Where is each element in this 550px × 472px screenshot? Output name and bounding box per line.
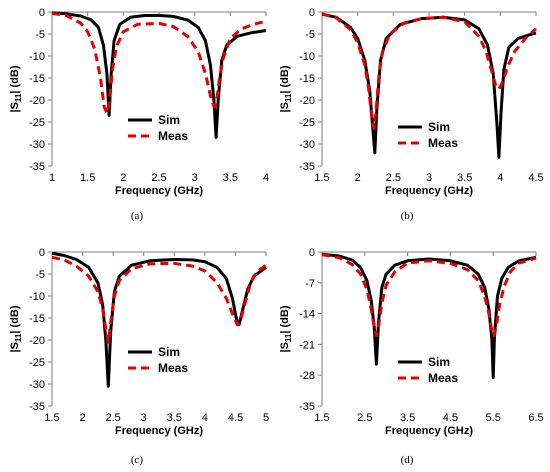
x-tick-label: 2.5	[105, 412, 120, 424]
x-axis-title: Frequency (GHz)	[115, 185, 203, 197]
y-tick-label: 0	[39, 247, 45, 259]
y-tick-label: -5	[35, 269, 45, 281]
y-tick-label: -5	[35, 29, 45, 41]
y-tick-label: -7	[305, 278, 315, 290]
y-tick-label: -15	[29, 313, 45, 325]
legend-label-sim: Sim	[428, 120, 450, 134]
x-tick-label: 3.5	[167, 412, 182, 424]
y-tick-label: -35	[299, 401, 315, 413]
y-tick-label: -10	[29, 51, 45, 63]
x-tick-label: 3	[192, 172, 198, 184]
y-tick-label: -28	[299, 370, 315, 382]
chart-panel-d: 0 -7 -14 -21 -28 -351.5 2.5 3.5 4.5 5.5 6.5 Frequen…	[279, 247, 544, 466]
x-tick-label: 3	[141, 412, 147, 424]
y-axis-title: |S11| (dB)	[279, 65, 293, 112]
legend-label-sim: Sim	[428, 355, 450, 369]
y-tick-label: -25	[29, 357, 45, 369]
x-axis-title: Frequency (GHz)	[385, 185, 473, 197]
y-tick-label: -30	[29, 139, 45, 151]
x-tick-label: 2	[80, 412, 86, 424]
y-tick-label: -5	[305, 29, 315, 41]
x-axis-title: Frequency (GHz)	[385, 425, 473, 437]
panel-caption: (a)	[131, 210, 144, 222]
y-tick-label: -15	[299, 73, 315, 85]
panel-caption: (c)	[131, 454, 144, 466]
y-tick-label: -15	[29, 73, 45, 85]
series-line-meas	[321, 253, 537, 338]
x-tick-label: 4.5	[528, 172, 543, 184]
y-tick-label: -35	[29, 161, 45, 173]
x-axis-title: Frequency (GHz)	[115, 425, 203, 437]
y-tick-label: 0	[309, 247, 315, 259]
series-line-meas	[321, 12, 538, 131]
series-line-meas	[51, 11, 267, 115]
legend-label-meas: Meas	[158, 129, 188, 143]
x-tick-label: 5	[263, 412, 269, 424]
y-axis-title: |S11| (dB)	[9, 65, 23, 112]
x-tick-label: 5.5	[486, 412, 501, 424]
y-tick-label: -20	[299, 95, 315, 107]
x-tick-label: 2	[355, 172, 361, 184]
y-tick-label: -10	[29, 291, 45, 303]
x-tick-label: 4	[202, 412, 208, 424]
x-tick-label: 4	[263, 172, 269, 184]
x-tick-label: 2.5	[151, 172, 166, 184]
x-tick-label: 4.5	[228, 412, 243, 424]
x-tick-label: 1.5	[314, 412, 329, 424]
series-line-meas	[51, 255, 267, 344]
x-tick-label: 3.5	[223, 172, 238, 184]
x-tick-label: 2.5	[357, 412, 372, 424]
x-tick-label: 2.5	[386, 172, 401, 184]
y-tick-label: -30	[299, 139, 315, 151]
panel-caption: (b)	[401, 210, 414, 222]
x-tick-label: 4.5	[443, 412, 458, 424]
x-tick-label: 6.5	[528, 412, 543, 424]
y-tick-label: -25	[29, 117, 45, 129]
x-tick-label: 1.5	[80, 172, 95, 184]
x-tick-label: 1	[49, 172, 55, 184]
y-tick-label: -14	[299, 309, 315, 321]
y-tick-label: -35	[29, 401, 45, 413]
y-tick-label: 0	[309, 7, 315, 19]
chart-panel-c: 0 -5 -10 -15 -20 -25 -30 -351.5 2 2.5 3 3.5 4 4.5 5 Fre…	[9, 247, 269, 466]
series-line-sim	[321, 252, 537, 379]
y-tick-label: -35	[299, 161, 315, 173]
x-tick-label: 3.5	[400, 412, 415, 424]
y-axis-title: |S11| (dB)	[279, 305, 293, 352]
legend-label-meas: Meas	[158, 361, 188, 375]
panel-caption: (d)	[401, 454, 414, 466]
x-tick-label: 1.5	[314, 172, 329, 184]
y-tick-label: 0	[39, 7, 45, 19]
x-tick-label: 3.5	[457, 172, 472, 184]
x-tick-label: 3	[426, 172, 432, 184]
legend-label-meas: Meas	[428, 136, 458, 150]
x-tick-label: 4	[497, 172, 503, 184]
y-axis-title: |S11| (dB)	[9, 305, 23, 352]
chart-panel-a: 0 -5 -10 -15 -20 -25 -30 -35 1 1.5 2 2.5 3 3.5 4 Freque…	[9, 7, 269, 222]
legend-label-meas: Meas	[428, 371, 458, 385]
y-tick-label: -21	[299, 339, 315, 351]
y-tick-label: -30	[29, 379, 45, 391]
y-tick-label: -20	[29, 335, 45, 347]
series-line-sim	[51, 11, 267, 139]
chart-panel-b: 0 -5 -10 -15 -20 -25 -30 -351.5 2 2.5 3 3.5 4 4.5 Freq…	[279, 7, 544, 222]
legend-label-sim: Sim	[158, 345, 180, 359]
x-tick-label: 1.5	[44, 412, 59, 424]
y-tick-label: -25	[299, 117, 315, 129]
legend-label-sim: Sim	[158, 113, 180, 127]
y-tick-label: -10	[299, 51, 315, 63]
x-tick-label: 2	[120, 172, 126, 184]
y-tick-label: -20	[29, 95, 45, 107]
